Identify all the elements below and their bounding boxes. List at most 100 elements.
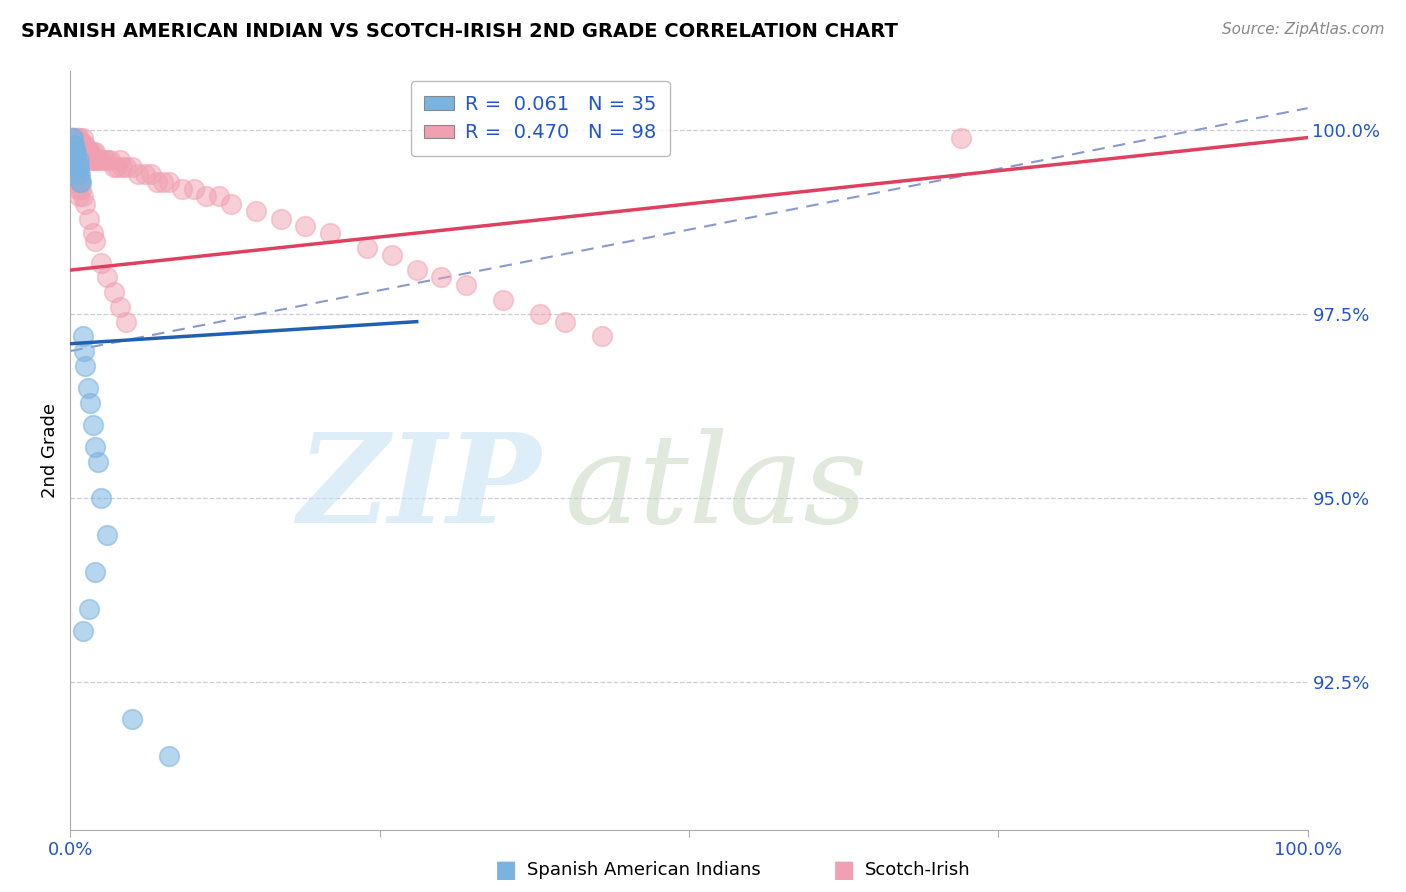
Text: SPANISH AMERICAN INDIAN VS SCOTCH-IRISH 2ND GRADE CORRELATION CHART: SPANISH AMERICAN INDIAN VS SCOTCH-IRISH … [21,22,898,41]
Point [90,153,112,167]
Point [270,211,292,226]
Point [67,168,90,182]
Point [115,160,138,174]
Point [67,160,90,174]
Point [950,130,973,145]
Point [66,182,89,196]
Point [62,153,84,167]
Point [96,153,118,167]
Point [66,168,89,182]
Point [183,182,205,196]
Point [60,138,83,153]
Point [121,160,143,174]
Point [62,138,84,153]
Point [152,175,174,189]
Point [69,175,91,189]
Point [75,197,97,211]
Text: Spanish American Indians: Spanish American Indians [527,861,761,879]
Point [90,491,112,506]
Point [356,241,378,255]
Point [60,130,83,145]
Point [405,263,427,277]
Point [66,160,89,174]
Point [69,175,91,189]
Point [72,624,94,638]
Point [94,153,117,167]
Point [103,160,125,174]
Point [62,138,84,153]
Point [70,175,93,189]
Point [208,189,231,203]
Point [65,138,87,153]
Point [108,153,131,167]
Point [157,175,180,189]
Point [554,315,576,329]
Point [79,145,101,160]
Point [63,130,86,145]
Point [67,153,90,167]
Text: ■: ■ [495,858,517,881]
Point [157,748,180,763]
Point [86,454,108,468]
Point [381,248,404,262]
Point [72,130,94,145]
Point [84,153,107,167]
Point [65,145,87,160]
Point [80,153,103,167]
Text: atlas: atlas [565,427,869,549]
Text: Source: ZipAtlas.com: Source: ZipAtlas.com [1222,22,1385,37]
Point [65,145,87,160]
Point [66,138,89,153]
Point [127,168,149,182]
Point [70,138,93,153]
Point [84,440,107,454]
Point [72,329,94,343]
Point [65,130,87,145]
Point [591,329,613,343]
Point [456,277,478,292]
Point [76,145,98,160]
Point [79,395,101,409]
Point [76,381,98,395]
Point [430,270,453,285]
Point [84,565,107,579]
Point [65,153,87,167]
Point [65,130,87,145]
Point [63,145,86,160]
Point [63,160,86,174]
Point [75,138,97,153]
Point [69,145,91,160]
Point [60,145,83,160]
Point [73,344,96,359]
Point [60,130,83,145]
Point [77,145,100,160]
Point [65,175,87,189]
Text: ■: ■ [832,858,855,881]
Point [65,153,87,167]
Point [96,270,118,285]
Point [146,175,169,189]
Point [96,528,118,542]
Point [170,182,193,196]
Point [63,145,86,160]
Point [62,130,84,145]
Point [90,256,112,270]
Point [105,160,128,174]
Point [62,130,84,145]
Point [60,130,83,145]
Point [121,712,143,726]
Point [60,138,83,153]
Point [65,153,87,167]
Point [60,145,83,160]
Point [67,189,90,203]
Point [103,285,125,300]
Text: Scotch-Irish: Scotch-Irish [865,861,970,879]
Point [75,359,97,373]
Text: ZIP: ZIP [297,427,540,549]
Point [65,145,87,160]
Point [66,130,89,145]
Point [70,182,93,196]
Point [63,145,86,160]
Point [529,307,551,321]
Point [65,138,87,153]
